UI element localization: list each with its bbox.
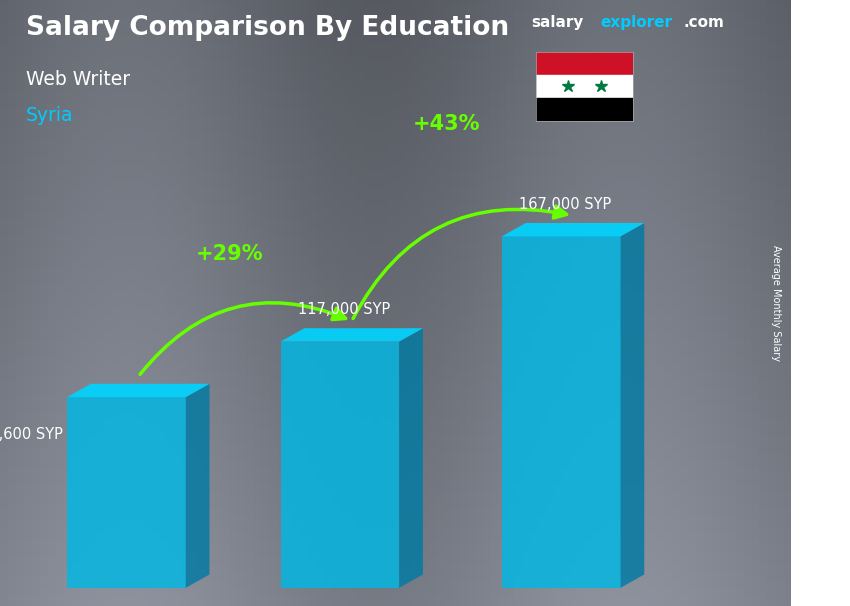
Polygon shape xyxy=(502,236,620,588)
Text: Average Monthly Salary: Average Monthly Salary xyxy=(771,245,781,361)
Text: salary: salary xyxy=(531,15,584,30)
Polygon shape xyxy=(67,384,209,397)
Text: Syria: Syria xyxy=(26,106,73,125)
Bar xyxy=(536,52,633,75)
Polygon shape xyxy=(502,223,644,236)
Text: explorer: explorer xyxy=(600,15,672,30)
Polygon shape xyxy=(186,384,209,588)
Text: 167,000 SYP: 167,000 SYP xyxy=(519,197,611,212)
Polygon shape xyxy=(280,328,423,342)
Bar xyxy=(536,75,633,98)
Text: 90,600 SYP: 90,600 SYP xyxy=(0,427,63,442)
Bar xyxy=(536,98,633,121)
Text: Web Writer: Web Writer xyxy=(26,70,129,88)
Text: Salary Comparison By Education: Salary Comparison By Education xyxy=(26,15,508,41)
Text: +29%: +29% xyxy=(196,244,263,264)
Polygon shape xyxy=(620,223,644,588)
Text: .com: .com xyxy=(683,15,724,30)
Text: +43%: +43% xyxy=(413,114,480,134)
Polygon shape xyxy=(280,342,399,588)
Polygon shape xyxy=(67,397,186,588)
Polygon shape xyxy=(400,328,423,588)
Text: 117,000 SYP: 117,000 SYP xyxy=(298,302,390,318)
